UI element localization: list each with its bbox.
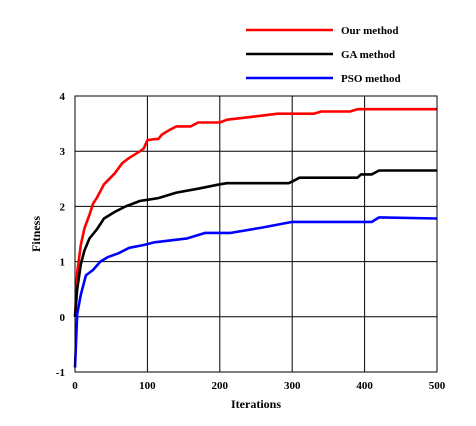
y-axis-label: Fitness [29, 216, 43, 252]
series-line-pso-method [73, 216, 438, 368]
plot-frame [74, 95, 438, 373]
legend-label-pso-method: PSO method [341, 73, 401, 85]
grid-lines [75, 96, 437, 372]
y-tick-label: 3 [60, 146, 66, 158]
series-lines [73, 107, 438, 368]
y-tick-label: 0 [60, 312, 66, 324]
series-line-ga-method [73, 169, 437, 317]
y-tick-label: 1 [60, 257, 66, 269]
x-tick-label: 300 [284, 380, 301, 392]
legend-label-our-method: Our method [341, 25, 399, 37]
legend: Our method GA method PSO method [246, 25, 401, 85]
legend-label-ga-method: GA method [341, 49, 395, 61]
series-line-our-method [73, 107, 437, 317]
x-tick-label: 0 [72, 380, 78, 392]
x-tick-label: 100 [139, 380, 156, 392]
y-tick-label: 2 [60, 201, 66, 213]
tick-labels: 0 100 200 300 400 500 -1 0 1 2 3 4 [56, 91, 446, 392]
x-tick-label: 400 [356, 380, 373, 392]
y-tick-label: -1 [56, 367, 65, 379]
x-axis-label: Iterations [231, 397, 281, 411]
x-tick-label: 500 [429, 380, 446, 392]
x-tick-label: 200 [212, 380, 229, 392]
y-tick-label: 4 [60, 91, 66, 103]
